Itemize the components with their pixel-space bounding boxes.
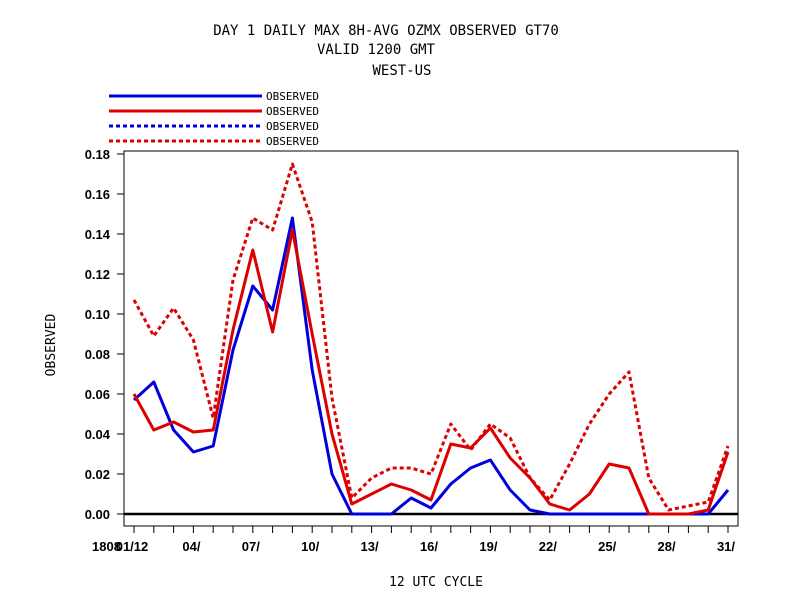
- y-tick-label: 0.10: [85, 307, 110, 322]
- chart-title-line-3: WEST-US: [372, 63, 431, 79]
- legend-label-3: OBSERVED: [266, 120, 319, 133]
- x-prefix-label: 1808: [92, 539, 121, 554]
- series-line-1: [132, 216, 730, 516]
- x-tick-label: 25/: [598, 539, 616, 554]
- x-tick-label: 19/: [479, 539, 497, 554]
- y-tick-label: 0.00: [85, 507, 110, 522]
- y-tick-label: 0.04: [85, 427, 111, 442]
- x-tick-label: 28/: [658, 539, 676, 554]
- chart-title-line-2: VALID 1200 GMT: [317, 42, 436, 58]
- x-tick-label: 22/: [539, 539, 557, 554]
- series-line-2: [132, 228, 730, 516]
- x-tick-label: 13/: [361, 539, 379, 554]
- x-tick-label: 10/: [301, 539, 319, 554]
- series-line-4: [132, 162, 730, 512]
- x-tick-label: 07/: [242, 539, 260, 554]
- x-axis-title: 12 UTC CYCLE: [389, 575, 483, 590]
- y-tick-label: 0.16: [85, 187, 110, 202]
- legend-label-2: OBSERVED: [266, 105, 319, 118]
- x-tick-label: 04/: [182, 539, 200, 554]
- y-tick-label: 0.08: [85, 347, 110, 362]
- y-tick-label: 0.12: [85, 267, 110, 282]
- series-layer: [124, 162, 738, 516]
- y-axis: 0.00 0.02 0.04 0.06 0.08 0.10 0.12 0.14 0.16 0.18: [85, 147, 124, 522]
- legend-label-1: OBSERVED: [266, 90, 319, 103]
- chart-title-line-1: DAY 1 DAILY MAX 8H-AVG OZMX OBSERVED GT7…: [213, 23, 559, 39]
- legend-label-4: OBSERVED: [266, 135, 319, 148]
- x-tick-label: 01/12: [116, 539, 149, 554]
- legend: OBSERVED OBSERVED OBSERVED OBSERVED: [109, 90, 319, 148]
- y-tick-label: 0.06: [85, 387, 110, 402]
- y-axis-title: OBSERVED: [44, 314, 59, 377]
- x-tick-label: 31/: [717, 539, 735, 554]
- x-tick-label: 16/: [420, 539, 438, 554]
- x-axis: 01/12 04/07/10/13/16/19/22/25/28/31/: [116, 526, 735, 554]
- y-tick-label: 0.18: [85, 147, 110, 162]
- y-tick-label: 0.02: [85, 467, 110, 482]
- y-tick-label: 0.14: [85, 227, 111, 242]
